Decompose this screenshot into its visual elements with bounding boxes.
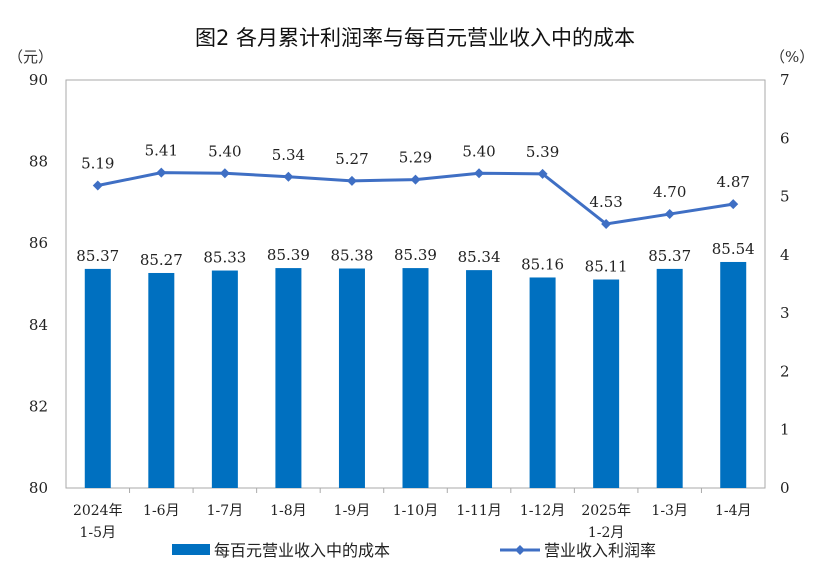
x-tick-label: 1-12月	[520, 503, 565, 519]
right-tick-label: 4	[780, 246, 790, 264]
line-data-label: 5.39	[526, 143, 559, 161]
right-axis-unit: （%）	[770, 48, 814, 66]
x-tick-label: 1-5月	[79, 525, 116, 541]
right-tick-label: 0	[780, 479, 790, 497]
line-marker	[474, 168, 485, 179]
bar-data-label: 85.39	[394, 246, 437, 264]
right-tick-label: 5	[780, 188, 790, 206]
left-tick-label: 90	[29, 71, 48, 89]
x-tick-label: 1-2月	[588, 525, 625, 541]
bar	[402, 268, 429, 488]
left-tick-label: 84	[29, 316, 48, 334]
x-tick-label: 1-9月	[334, 503, 371, 519]
line-marker	[346, 175, 357, 186]
bar	[275, 268, 302, 488]
x-tick-label: 1-8月	[270, 503, 307, 519]
x-tick-label: 1-6月	[143, 503, 180, 519]
x-tick-label: 1-3月	[651, 503, 688, 519]
line-data-label: 5.27	[335, 150, 368, 168]
left-tick-label: 88	[29, 153, 48, 171]
right-tick-label: 7	[780, 71, 790, 89]
x-tick-label: 2024年	[73, 503, 123, 519]
right-tick-label: 3	[780, 304, 790, 322]
bar	[148, 272, 175, 488]
legend-bar-label: 每百元营业收入中的成本	[214, 541, 390, 560]
line-data-label: 4.87	[717, 173, 750, 191]
bar	[656, 268, 683, 488]
right-tick-label: 6	[780, 129, 790, 147]
bar-data-label: 85.11	[585, 258, 628, 276]
line-marker	[601, 218, 612, 229]
left-tick-label: 86	[29, 234, 48, 252]
line-marker	[92, 180, 103, 191]
bar-data-label: 85.39	[267, 246, 310, 264]
line-marker	[283, 171, 294, 182]
left-tick-label: 82	[29, 397, 48, 415]
line-marker	[664, 209, 675, 220]
line-data-label: 4.70	[653, 183, 686, 201]
x-tick-label: 1-10月	[393, 503, 438, 519]
bar-data-label: 85.27	[140, 251, 183, 269]
bar	[593, 279, 620, 488]
line-data-label: 5.19	[81, 154, 114, 172]
line-data-label: 5.34	[272, 146, 305, 164]
chart-title: 图2 各月累计利润率与每百元营业收入中的成本	[194, 26, 636, 50]
x-tick-label: 2025年	[581, 503, 631, 519]
line-data-label: 4.53	[589, 193, 622, 211]
left-axis-unit: （元）	[8, 48, 53, 66]
legend-bar-swatch	[172, 544, 210, 555]
line-data-label: 5.40	[208, 142, 241, 160]
bar	[466, 270, 493, 488]
right-tick-label: 1	[780, 421, 790, 439]
bar	[84, 268, 111, 488]
bar	[211, 270, 238, 488]
bar-data-label: 85.34	[458, 248, 501, 266]
bar	[720, 261, 747, 488]
bar-data-label: 85.33	[203, 249, 246, 267]
bar-data-label: 85.37	[76, 247, 119, 265]
line-data-label: 5.40	[462, 142, 495, 160]
line-marker	[728, 199, 739, 210]
left-tick-label: 80	[29, 479, 48, 497]
x-tick-label: 1-11月	[456, 503, 501, 519]
x-tick-label: 1-7月	[207, 503, 244, 519]
bar	[529, 277, 556, 488]
line-marker	[156, 167, 167, 178]
legend-line-marker	[515, 545, 525, 555]
line-data-label: 5.41	[145, 142, 178, 160]
bar	[338, 268, 365, 488]
line-marker	[219, 168, 230, 179]
x-tick-label: 1-4月	[715, 503, 752, 519]
legend-line-label: 营业收入利润率	[544, 541, 656, 560]
bar-data-label: 85.54	[712, 240, 755, 258]
line-marker	[410, 174, 421, 185]
line-data-label: 5.29	[399, 149, 432, 167]
bar-data-label: 85.38	[330, 246, 373, 264]
right-tick-label: 2	[780, 362, 790, 380]
bar-data-label: 85.37	[648, 247, 691, 265]
line-marker	[537, 168, 548, 179]
bar-data-label: 85.16	[521, 255, 564, 273]
